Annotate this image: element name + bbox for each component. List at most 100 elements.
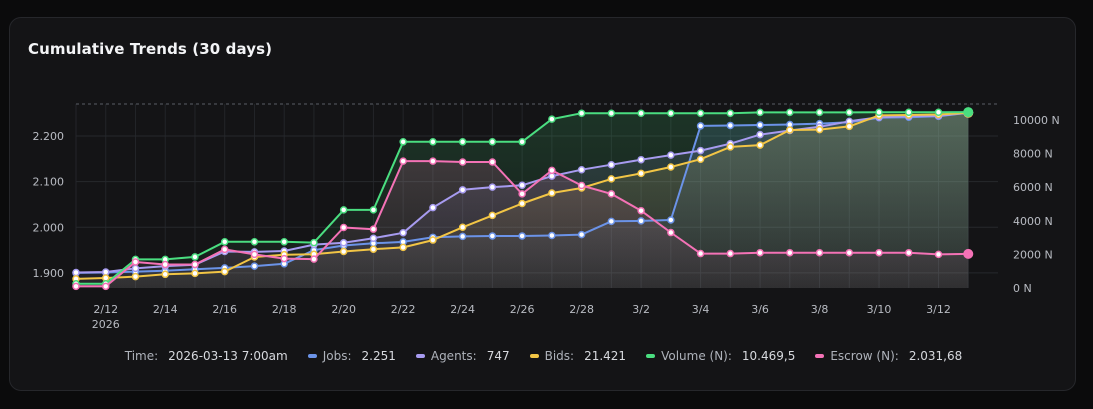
data-point-volume-n[interactable]	[815, 108, 824, 117]
data-point-bids[interactable]	[458, 223, 467, 232]
data-point-volume-n[interactable]	[963, 107, 974, 118]
data-point-bids[interactable]	[696, 155, 705, 163]
data-point-bids[interactable]	[339, 247, 348, 256]
data-point-escrow-n[interactable]	[131, 258, 140, 266]
data-point-escrow-n[interactable]	[72, 282, 80, 291]
data-point-volume-n[interactable]	[637, 109, 645, 117]
data-point-volume-n[interactable]	[934, 108, 943, 116]
data-point-volume-n[interactable]	[458, 138, 467, 146]
data-point-volume-n[interactable]	[905, 108, 913, 116]
data-point-escrow-n[interactable]	[845, 248, 854, 257]
data-point-agents[interactable]	[339, 239, 348, 247]
data-point-agents[interactable]	[458, 186, 467, 194]
data-point-agents[interactable]	[72, 268, 80, 277]
data-point-bids[interactable]	[786, 126, 794, 134]
data-point-escrow-n[interactable]	[548, 166, 556, 175]
data-point-bids[interactable]	[726, 143, 735, 151]
data-point-escrow-n[interactable]	[191, 260, 199, 269]
data-point-volume-n[interactable]	[726, 109, 735, 117]
data-point-bids[interactable]	[220, 267, 229, 276]
data-point-agents[interactable]	[369, 234, 378, 242]
data-point-escrow-n[interactable]	[429, 157, 437, 165]
data-point-volume-n[interactable]	[191, 253, 199, 261]
data-point-bids[interactable]	[488, 211, 497, 220]
data-point-escrow-n[interactable]	[339, 223, 348, 232]
data-point-bids[interactable]	[667, 163, 675, 171]
data-point-escrow-n[interactable]	[875, 248, 883, 257]
data-point-jobs[interactable]	[548, 231, 556, 240]
data-point-agents[interactable]	[518, 181, 526, 190]
data-point-volume-n[interactable]	[339, 206, 348, 214]
data-point-bids[interactable]	[429, 236, 437, 244]
data-point-escrow-n[interactable]	[667, 228, 675, 237]
data-point-volume-n[interactable]	[786, 108, 794, 117]
data-point-agents[interactable]	[607, 160, 616, 169]
data-point-agents[interactable]	[756, 130, 764, 139]
data-point-escrow-n[interactable]	[518, 190, 526, 198]
data-point-bids[interactable]	[191, 269, 199, 278]
data-point-volume-n[interactable]	[577, 109, 586, 117]
data-point-volume-n[interactable]	[250, 238, 259, 246]
data-point-escrow-n[interactable]	[399, 157, 407, 165]
data-point-escrow-n[interactable]	[756, 248, 764, 257]
data-point-bids[interactable]	[131, 272, 140, 281]
data-point-agents[interactable]	[488, 183, 497, 191]
data-point-agents[interactable]	[667, 151, 675, 159]
data-point-volume-n[interactable]	[756, 108, 764, 117]
data-point-jobs[interactable]	[518, 232, 526, 240]
data-point-bids[interactable]	[607, 175, 616, 183]
data-point-bids[interactable]	[369, 245, 378, 253]
data-point-escrow-n[interactable]	[250, 250, 259, 259]
data-point-volume-n[interactable]	[399, 138, 407, 146]
data-point-volume-n[interactable]	[310, 238, 318, 247]
data-point-volume-n[interactable]	[280, 238, 288, 246]
data-point-escrow-n[interactable]	[488, 158, 497, 166]
data-point-volume-n[interactable]	[369, 206, 378, 214]
data-point-jobs[interactable]	[726, 121, 735, 130]
data-point-escrow-n[interactable]	[458, 158, 467, 166]
series-bids[interactable]	[72, 107, 974, 283]
series-escrow-n[interactable]	[72, 157, 974, 291]
data-point-escrow-n[interactable]	[607, 190, 616, 198]
data-point-jobs[interactable]	[458, 232, 467, 241]
data-point-escrow-n[interactable]	[786, 248, 794, 257]
data-point-volume-n[interactable]	[220, 238, 229, 246]
data-point-agents[interactable]	[131, 264, 140, 273]
data-point-volume-n[interactable]	[845, 108, 854, 117]
data-point-volume-n[interactable]	[548, 115, 556, 123]
data-point-escrow-n[interactable]	[280, 254, 288, 263]
cumulative-trends-chart[interactable]: 1.900 2.000 2.100 2.200 0 N 2000 N 4000 N 6000 …	[10, 18, 1077, 392]
data-point-bids[interactable]	[548, 189, 556, 197]
data-point-volume-n[interactable]	[875, 108, 883, 116]
data-point-agents[interactable]	[399, 229, 407, 237]
data-point-jobs[interactable]	[756, 121, 764, 129]
data-point-escrow-n[interactable]	[577, 181, 586, 190]
data-point-bids[interactable]	[815, 125, 824, 134]
data-point-agents[interactable]	[101, 268, 110, 276]
data-point-jobs[interactable]	[250, 262, 259, 270]
data-point-jobs[interactable]	[667, 216, 675, 224]
series-volume-n[interactable]	[72, 107, 974, 288]
data-point-volume-n[interactable]	[696, 109, 705, 117]
data-point-agents[interactable]	[696, 146, 705, 155]
data-point-jobs[interactable]	[696, 122, 705, 130]
data-point-escrow-n[interactable]	[161, 260, 169, 269]
data-point-volume-n[interactable]	[518, 138, 526, 146]
data-point-escrow-n[interactable]	[696, 249, 705, 258]
data-point-escrow-n[interactable]	[220, 245, 229, 254]
data-point-jobs[interactable]	[488, 232, 497, 240]
data-point-jobs[interactable]	[607, 217, 616, 226]
data-point-volume-n[interactable]	[667, 109, 675, 117]
data-point-escrow-n[interactable]	[815, 248, 824, 257]
data-point-volume-n[interactable]	[429, 138, 437, 146]
data-point-bids[interactable]	[756, 141, 764, 149]
data-point-bids[interactable]	[637, 169, 645, 178]
data-point-escrow-n[interactable]	[726, 249, 735, 258]
data-point-bids[interactable]	[399, 243, 407, 252]
data-point-volume-n[interactable]	[488, 138, 497, 146]
data-point-agents[interactable]	[429, 203, 437, 212]
data-point-jobs[interactable]	[577, 230, 586, 239]
data-point-escrow-n[interactable]	[369, 225, 378, 233]
data-point-escrow-n[interactable]	[934, 250, 943, 259]
data-point-escrow-n[interactable]	[101, 282, 110, 291]
